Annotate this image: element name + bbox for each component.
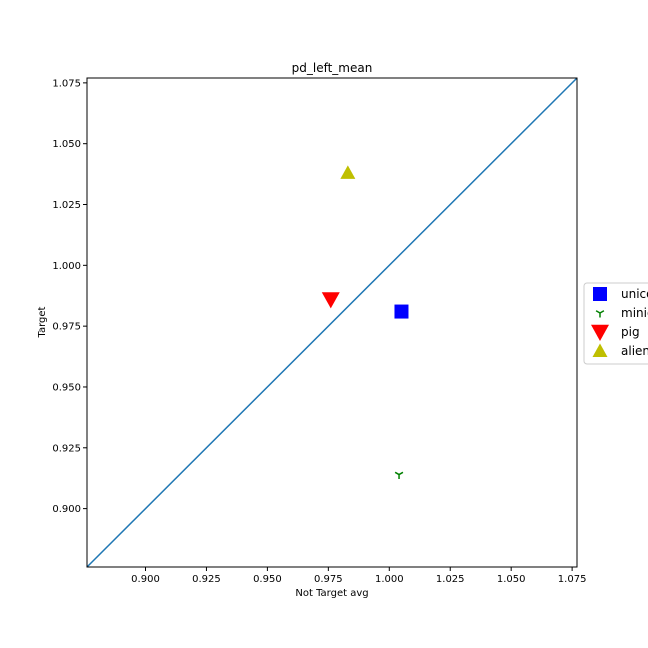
y-tick-label: 1.075 — [52, 78, 81, 89]
x-tick-label: 0.950 — [253, 574, 282, 585]
y-tick-label: 1.025 — [52, 200, 81, 211]
data-point-alien — [340, 165, 356, 179]
x-tick-label: 1.025 — [436, 574, 465, 585]
legend-marker-alien — [592, 343, 608, 357]
x-axis-label: Not Target avg — [295, 588, 368, 599]
x-tick-label: 0.975 — [314, 574, 343, 585]
legend: unico minio pig alien — [583, 282, 648, 365]
legend-label-minion: minio — [621, 306, 648, 320]
y-tick-label: 1.050 — [52, 139, 81, 150]
y-tick-label: 1.000 — [52, 261, 81, 272]
x-tick-label: 1.075 — [558, 574, 587, 585]
x-tick-label: 1.050 — [497, 574, 526, 585]
x-tick-label: 0.925 — [192, 574, 221, 585]
axes-frame — [86, 77, 578, 568]
legend-label-pig: pig — [621, 325, 640, 339]
data-point-unicorn — [394, 304, 409, 319]
legend-marker-minion — [595, 310, 605, 318]
x-tick-label: 1.000 — [375, 574, 404, 585]
data-point-minion — [394, 471, 404, 480]
legend-marker-pig — [591, 324, 609, 341]
plot-area: 0.900 0.925 0.950 0.975 1.000 1.025 1.050 1.075… — [52, 77, 587, 585]
legend-label-unicorn: unico — [621, 287, 648, 301]
legend-label-alien: alien — [621, 344, 648, 358]
y-tick-label: 0.925 — [52, 443, 81, 454]
identity-reference-line — [86, 77, 578, 568]
y-tick-label: 0.975 — [52, 322, 81, 333]
y-tick-label: 0.900 — [52, 504, 81, 515]
y-axis-label: Target — [37, 306, 48, 338]
chart-title: pd_left_mean — [292, 61, 373, 75]
y-tick-label: 0.950 — [52, 382, 81, 393]
x-tick-label: 0.900 — [131, 574, 160, 585]
data-point-pig — [321, 292, 340, 309]
legend-marker-unicorn — [593, 287, 607, 301]
